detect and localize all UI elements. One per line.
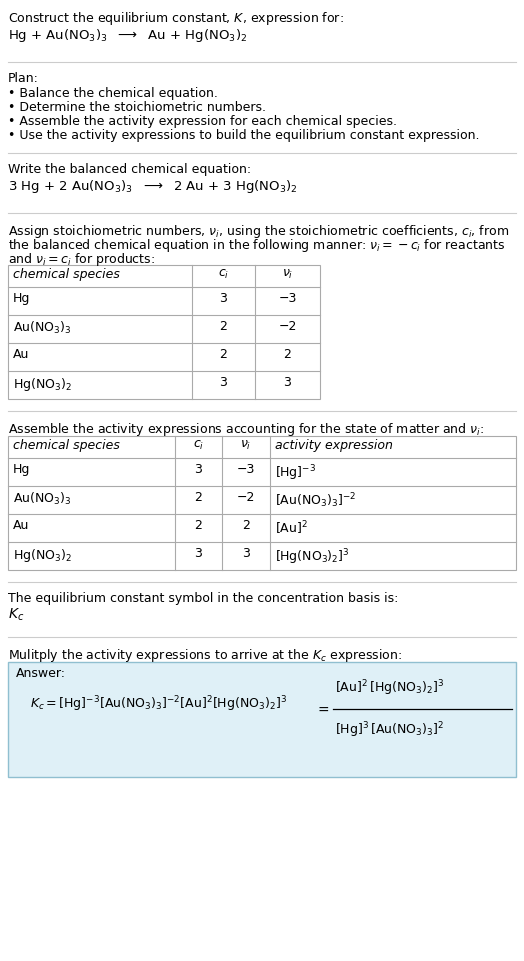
Text: Hg + Au(NO$_3$)$_3$  $\longrightarrow$  Au + Hg(NO$_3$)$_2$: Hg + Au(NO$_3$)$_3$ $\longrightarrow$ Au… <box>8 27 247 44</box>
Text: Mulitply the activity expressions to arrive at the $K_c$ expression:: Mulitply the activity expressions to arr… <box>8 647 402 664</box>
Text: Assign stoichiometric numbers, $\nu_i$, using the stoichiometric coefficients, $: Assign stoichiometric numbers, $\nu_i$, … <box>8 223 509 240</box>
Text: 3: 3 <box>283 376 291 389</box>
Text: Hg(NO$_3$)$_2$: Hg(NO$_3$)$_2$ <box>13 376 72 393</box>
Text: Hg: Hg <box>13 292 30 305</box>
Text: • Balance the chemical equation.: • Balance the chemical equation. <box>8 87 218 100</box>
Text: $[\mathrm{Au}]^2\,[\mathrm{Hg(NO_3)_2}]^3$: $[\mathrm{Au}]^2\,[\mathrm{Hg(NO_3)_2}]^… <box>335 678 444 698</box>
Text: Write the balanced chemical equation:: Write the balanced chemical equation: <box>8 163 251 176</box>
Text: 3: 3 <box>194 547 202 560</box>
Text: Hg: Hg <box>13 463 30 476</box>
Text: [Au]$^2$: [Au]$^2$ <box>275 519 308 536</box>
FancyBboxPatch shape <box>8 436 516 570</box>
Text: • Determine the stoichiometric numbers.: • Determine the stoichiometric numbers. <box>8 101 266 114</box>
Text: Answer:: Answer: <box>16 667 66 680</box>
Text: • Use the activity expressions to build the equilibrium constant expression.: • Use the activity expressions to build … <box>8 129 479 142</box>
Text: −3: −3 <box>278 292 297 305</box>
Text: Au: Au <box>13 519 29 532</box>
Text: 3: 3 <box>220 292 227 305</box>
Text: $\nu_i$: $\nu_i$ <box>241 439 252 452</box>
Text: Assemble the activity expressions accounting for the state of matter and $\nu_i$: Assemble the activity expressions accoun… <box>8 421 484 438</box>
Text: 3: 3 <box>242 547 250 560</box>
Text: Au: Au <box>13 348 29 361</box>
Text: −3: −3 <box>237 463 255 476</box>
Text: Plan:: Plan: <box>8 72 39 85</box>
Text: chemical species: chemical species <box>13 439 120 452</box>
Text: Au(NO$_3$)$_3$: Au(NO$_3$)$_3$ <box>13 320 71 336</box>
Text: 3 Hg + 2 Au(NO$_3$)$_3$  $\longrightarrow$  2 Au + 3 Hg(NO$_3$)$_2$: 3 Hg + 2 Au(NO$_3$)$_3$ $\longrightarrow… <box>8 178 298 195</box>
Text: [Hg]$^{-3}$: [Hg]$^{-3}$ <box>275 463 316 482</box>
Text: and $\nu_i = c_i$ for products:: and $\nu_i = c_i$ for products: <box>8 251 155 268</box>
Text: 2: 2 <box>220 320 227 333</box>
Text: Hg(NO$_3$)$_2$: Hg(NO$_3$)$_2$ <box>13 547 72 564</box>
Text: The equilibrium constant symbol in the concentration basis is:: The equilibrium constant symbol in the c… <box>8 592 398 605</box>
FancyBboxPatch shape <box>8 265 320 399</box>
FancyBboxPatch shape <box>8 662 516 777</box>
Text: Construct the equilibrium constant, $K$, expression for:: Construct the equilibrium constant, $K$,… <box>8 10 344 27</box>
Text: −2: −2 <box>278 320 297 333</box>
Text: $c_i$: $c_i$ <box>218 268 229 282</box>
Text: $K_c$: $K_c$ <box>8 607 24 624</box>
Text: 2: 2 <box>194 491 202 504</box>
Text: activity expression: activity expression <box>275 439 393 452</box>
Text: −2: −2 <box>237 491 255 504</box>
Text: 2: 2 <box>220 348 227 361</box>
Text: $=$: $=$ <box>315 702 330 716</box>
Text: 2: 2 <box>283 348 291 361</box>
Text: $[\mathrm{Hg}]^3\,[\mathrm{Au(NO_3)_3}]^2$: $[\mathrm{Hg}]^3\,[\mathrm{Au(NO_3)_3}]^… <box>335 720 444 740</box>
Text: 3: 3 <box>194 463 202 476</box>
Text: 2: 2 <box>242 519 250 532</box>
Text: [Hg(NO$_3$)$_2$]$^3$: [Hg(NO$_3$)$_2$]$^3$ <box>275 547 350 567</box>
Text: $c_i$: $c_i$ <box>193 439 204 452</box>
Text: 2: 2 <box>194 519 202 532</box>
Text: chemical species: chemical species <box>13 268 120 281</box>
Text: 3: 3 <box>220 376 227 389</box>
Text: the balanced chemical equation in the following manner: $\nu_i = -c_i$ for react: the balanced chemical equation in the fo… <box>8 237 506 254</box>
Text: $K_c = [\mathrm{Hg}]^{-3}[\mathrm{Au(NO_3)_3}]^{-2}[\mathrm{Au}]^2[\mathrm{Hg(NO: $K_c = [\mathrm{Hg}]^{-3}[\mathrm{Au(NO_… <box>30 694 287 714</box>
Text: • Assemble the activity expression for each chemical species.: • Assemble the activity expression for e… <box>8 115 397 128</box>
Text: [Au(NO$_3$)$_3$]$^{-2}$: [Au(NO$_3$)$_3$]$^{-2}$ <box>275 491 356 509</box>
Text: Au(NO$_3$)$_3$: Au(NO$_3$)$_3$ <box>13 491 71 507</box>
Text: $\nu_i$: $\nu_i$ <box>282 268 293 282</box>
